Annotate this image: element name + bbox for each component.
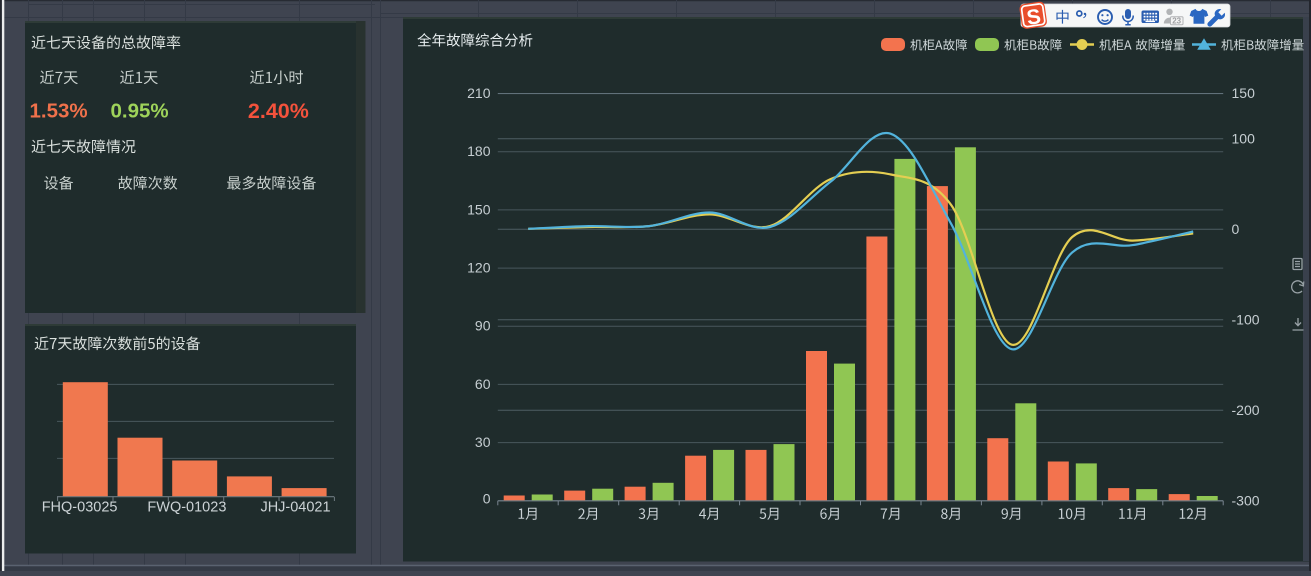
svg-text:180: 180 [467, 143, 491, 159]
svg-text:-300: -300 [1232, 492, 1260, 508]
svg-text:120: 120 [467, 260, 491, 276]
svg-text:FHQ-03025: FHQ-03025 [42, 500, 118, 516]
svg-text:150: 150 [1232, 85, 1256, 101]
svg-text:0: 0 [1232, 221, 1240, 237]
svg-text:1.53%: 1.53% [30, 100, 88, 123]
svg-text:S: S [1025, 5, 1042, 30]
svg-text:0: 0 [483, 491, 491, 507]
svg-text:210: 210 [467, 85, 491, 101]
svg-text:FWQ-01023: FWQ-01023 [147, 500, 226, 516]
svg-text:60: 60 [475, 376, 491, 392]
svg-text:30: 30 [475, 434, 491, 450]
svg-text:100: 100 [1232, 130, 1256, 146]
svg-text:23: 23 [1172, 16, 1181, 25]
svg-text:JHJ-04021: JHJ-04021 [260, 500, 330, 516]
svg-text:-100: -100 [1232, 311, 1260, 327]
svg-text:90: 90 [475, 318, 491, 334]
svg-text:150: 150 [467, 201, 491, 217]
svg-text:2.40%: 2.40% [248, 99, 309, 123]
svg-text:-200: -200 [1232, 402, 1260, 418]
svg-text:0.95%: 0.95% [111, 100, 169, 123]
